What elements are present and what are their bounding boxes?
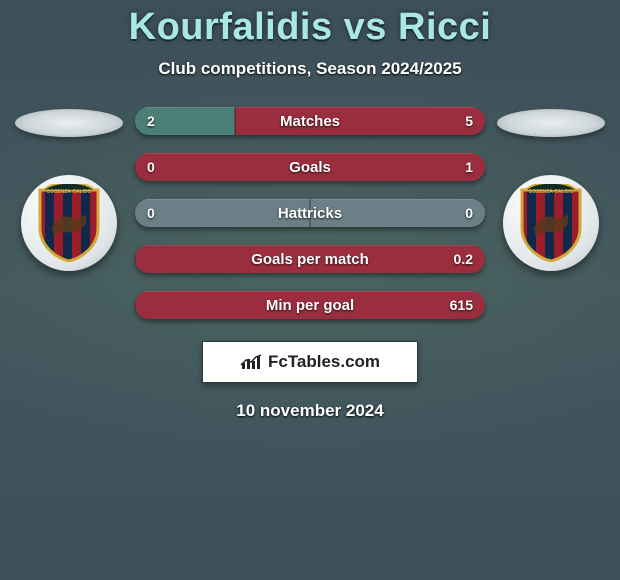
player-left-silhouette-base — [15, 109, 123, 137]
stat-bar-right-fill — [135, 153, 485, 181]
stat-bar: 01Goals — [135, 153, 485, 181]
page-title: Kourfalidis vs Ricci — [0, 0, 620, 49]
comparison-arena: COSENZA CALCIO 25Matches 01Goals 00Hattric… — [0, 107, 620, 319]
stat-bar: 615Min per goal — [135, 291, 485, 319]
stat-bar: 25Matches — [135, 107, 485, 135]
svg-text:COSENZA CALCIO: COSENZA CALCIO — [529, 189, 574, 195]
player-left-col: COSENZA CALCIO — [9, 107, 129, 271]
brand-watermark: FcTables.com — [202, 341, 418, 383]
player-right-crest: COSENZA CALCIO — [503, 175, 599, 271]
stat-bar-left-fill — [135, 199, 310, 227]
stat-bar-left-fill — [135, 107, 235, 135]
stat-bar-right-fill — [235, 107, 485, 135]
stat-bar-right-fill — [135, 291, 485, 319]
club-crest-icon: COSENZA CALCIO — [36, 184, 102, 262]
date-line: 10 november 2024 — [0, 401, 620, 421]
stat-bar: 00Hattricks — [135, 199, 485, 227]
player-right-col: COSENZA CALCIO — [491, 107, 611, 271]
stat-bars: 25Matches 01Goals 00Hattricks 0.2Goals per … — [135, 107, 485, 319]
player-left-crest: COSENZA CALCIO — [21, 175, 117, 271]
svg-text:COSENZA CALCIO: COSENZA CALCIO — [47, 189, 92, 195]
stat-bar-right-fill — [135, 245, 485, 273]
stat-bar-right-fill — [310, 199, 485, 227]
stat-bar: 0.2Goals per match — [135, 245, 485, 273]
club-crest-icon: COSENZA CALCIO — [518, 184, 584, 262]
player-right-silhouette-base — [497, 109, 605, 137]
bar-chart-icon — [240, 353, 262, 371]
brand-text: FcTables.com — [268, 352, 380, 372]
page-subtitle: Club competitions, Season 2024/2025 — [0, 59, 620, 79]
